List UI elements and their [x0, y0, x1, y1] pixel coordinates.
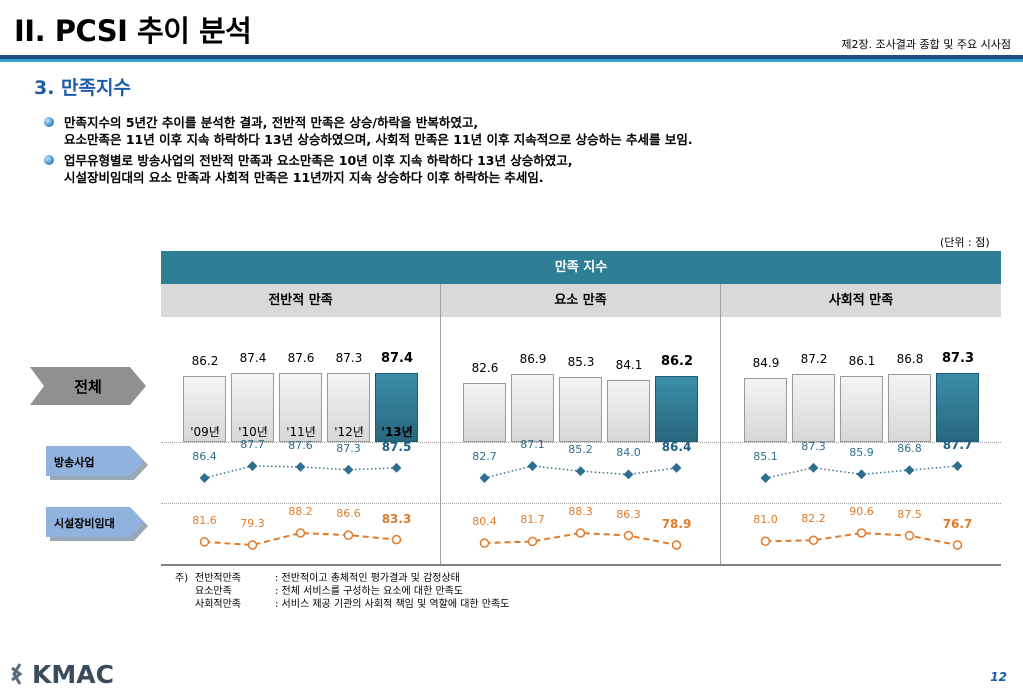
footnote-row: 전반적만족 : 전반적이고 총체적인 평가결과 및 감정상태	[195, 572, 509, 585]
column-header-social: 사회적 만족	[721, 284, 1001, 317]
facility-point	[527, 536, 538, 547]
facility-point	[479, 538, 490, 548]
row-label-facility-text: 시설장비임대	[54, 516, 115, 530]
broadcast-point	[952, 461, 963, 471]
row-label-total: 전체	[30, 367, 146, 405]
row-label-total-text: 전체	[74, 378, 102, 396]
table-bottom-rule	[161, 564, 1001, 566]
kmac-logo: KMAC	[8, 660, 114, 689]
footnotes: 주) 전반적만족 : 전반적이고 총체적인 평가결과 및 감정상태 요소만족 :…	[175, 572, 509, 611]
broadcast-point	[527, 461, 538, 471]
facility-point	[671, 540, 682, 550]
broadcast-point	[295, 461, 306, 472]
header-divider	[0, 55, 1023, 59]
footnote-term: 사회적만족	[195, 599, 241, 610]
column-divider	[440, 284, 441, 564]
broadcast-point	[479, 473, 490, 483]
footnote-desc: : 서비스 제공 기관의 사회적 책임 및 역할에 대한 만족도	[275, 599, 510, 610]
row-label-broadcast-text: 방송사업	[54, 455, 94, 469]
bullet-2-line-1: 업무유형별로 방송사업의 전반적 만족과 요소만족은 10년 이후 지속 하락하…	[64, 153, 573, 168]
page-title: II. PCSI 추이 분석	[14, 14, 252, 48]
broadcast-point	[904, 465, 915, 476]
facility-point	[247, 540, 258, 550]
header-divider-accent	[0, 59, 1023, 62]
column-header-element: 요소 만족	[441, 284, 720, 317]
broadcast-point	[247, 461, 258, 471]
broadcast-point	[199, 473, 210, 483]
facility-point	[199, 537, 210, 547]
footnote-term: 전반적만족	[195, 573, 241, 584]
facility-trend-line	[484, 531, 677, 546]
bullet-icon	[44, 155, 54, 165]
row-label-broadcast-arrow: 방송사업	[46, 446, 148, 480]
facility-point	[856, 528, 867, 538]
broadcast-point	[391, 462, 402, 473]
broadcast-point	[343, 464, 354, 475]
footnote-term: 요소만족	[195, 586, 232, 597]
broadcast-point	[575, 466, 586, 477]
footnote-row: 사회적만족 : 서비스 제공 기관의 사회적 책임 및 역할에 대한 만족도	[195, 598, 509, 611]
facility-trend-line	[765, 531, 958, 546]
bullet-icon	[44, 117, 54, 127]
section-title: 3. 만족지수	[34, 77, 131, 99]
broadcast-point	[671, 462, 682, 473]
facility-point	[623, 530, 634, 541]
row-label-facility: 시설장비임대	[46, 507, 148, 541]
facility-point	[391, 534, 402, 545]
bullet-1-line-2: 요소만족은 11년 이후 지속 하락하다 13년 상승하였으며, 사회적 만족은…	[64, 132, 693, 147]
facility-point	[343, 530, 354, 540]
broadcast-trend-line	[484, 465, 677, 479]
row-label-total-arrow: 전체	[30, 367, 146, 405]
kmac-logo-icon	[11, 663, 23, 685]
table-title: 만족 지수	[161, 251, 1001, 284]
row-divider	[161, 503, 1001, 504]
chapter-label: 제2장. 조사결과 종합 및 주요 시사점	[841, 38, 1011, 51]
unit-label: (단위 : 점)	[940, 236, 990, 249]
footnote-row: 요소만족 : 전체 서비스를 구성하는 요소에 대한 만족도	[195, 585, 509, 598]
bullet-2: 업무유형별로 방송사업의 전반적 만족과 요소만족은 10년 이후 지속 하락하…	[44, 152, 573, 186]
footnote-desc: : 전반적이고 총체적인 평가결과 및 감정상태	[275, 573, 460, 584]
bullet-1-line-1: 만족지수의 5년간 추이를 분석한 결과, 전반적 만족은 상승/하락을 반복하…	[64, 115, 479, 130]
page-number: 12	[990, 670, 1007, 684]
broadcast-point	[623, 469, 634, 480]
bullet-2-line-2: 시설장비임대의 요소 만족과 사회적 만족은 11년까지 지속 상승하다 이후 …	[64, 170, 544, 185]
facility-point	[575, 528, 586, 538]
row-divider	[161, 442, 1001, 443]
kmac-logo-text: KMAC	[32, 660, 114, 689]
broadcast-point	[856, 469, 867, 480]
broadcast-point	[808, 462, 819, 473]
facility-point	[904, 530, 915, 541]
bullet-1: 만족지수의 5년간 추이를 분석한 결과, 전반적 만족은 상승/하락을 반복하…	[44, 114, 693, 148]
broadcast-point	[760, 473, 771, 483]
row-label-broadcast: 방송사업	[46, 446, 148, 480]
footnote-desc: : 전체 서비스를 구성하는 요소에 대한 만족도	[275, 586, 464, 597]
column-header-overall: 전반적 만족	[161, 284, 440, 317]
facility-trend-line	[204, 531, 397, 547]
footnote-prefix: 주)	[175, 573, 189, 584]
facility-point	[808, 535, 819, 546]
row-label-facility-arrow: 시설장비임대	[46, 507, 148, 541]
column-divider	[720, 284, 721, 564]
facility-point	[952, 540, 963, 550]
facility-point	[760, 536, 771, 547]
facility-point	[295, 528, 306, 538]
